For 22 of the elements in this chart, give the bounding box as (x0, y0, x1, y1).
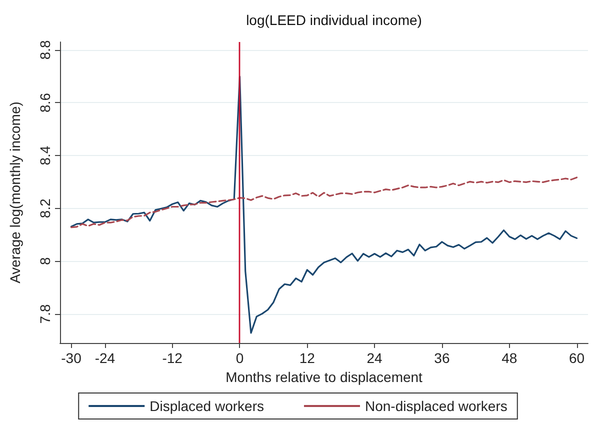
x-tick-label: 12 (299, 350, 316, 366)
legend-label: Displaced workers (150, 398, 264, 414)
x-tick-label: -30 (61, 350, 82, 366)
x-tick-label: 24 (366, 350, 383, 366)
y-tick-label: 7.8 (37, 304, 53, 324)
y-tick-label: 8.8 (37, 40, 53, 60)
y-tick-label: 8 (37, 257, 53, 266)
line-series (70, 76, 578, 334)
y-axis-title: Average log(monthly income) (7, 102, 23, 284)
x-tick-label: -12 (162, 350, 183, 366)
y-tick-label: 8.6 (37, 92, 53, 112)
chart-title: log(LEED individual income) (246, 12, 422, 28)
line-series (70, 176, 578, 228)
x-tick-label: -24 (94, 350, 116, 366)
x-tick-label: 48 (502, 350, 518, 366)
x-axis-title: Months relative to displacement (226, 368, 423, 385)
x-tick-label: 36 (434, 350, 450, 366)
y-tick-label: 8.2 (37, 198, 53, 218)
y-tick-label: 8.4 (37, 146, 53, 166)
legend-label: Non-displaced workers (364, 398, 508, 414)
x-tick-label: 0 (236, 350, 244, 366)
x-tick-label: 60 (568, 350, 585, 366)
